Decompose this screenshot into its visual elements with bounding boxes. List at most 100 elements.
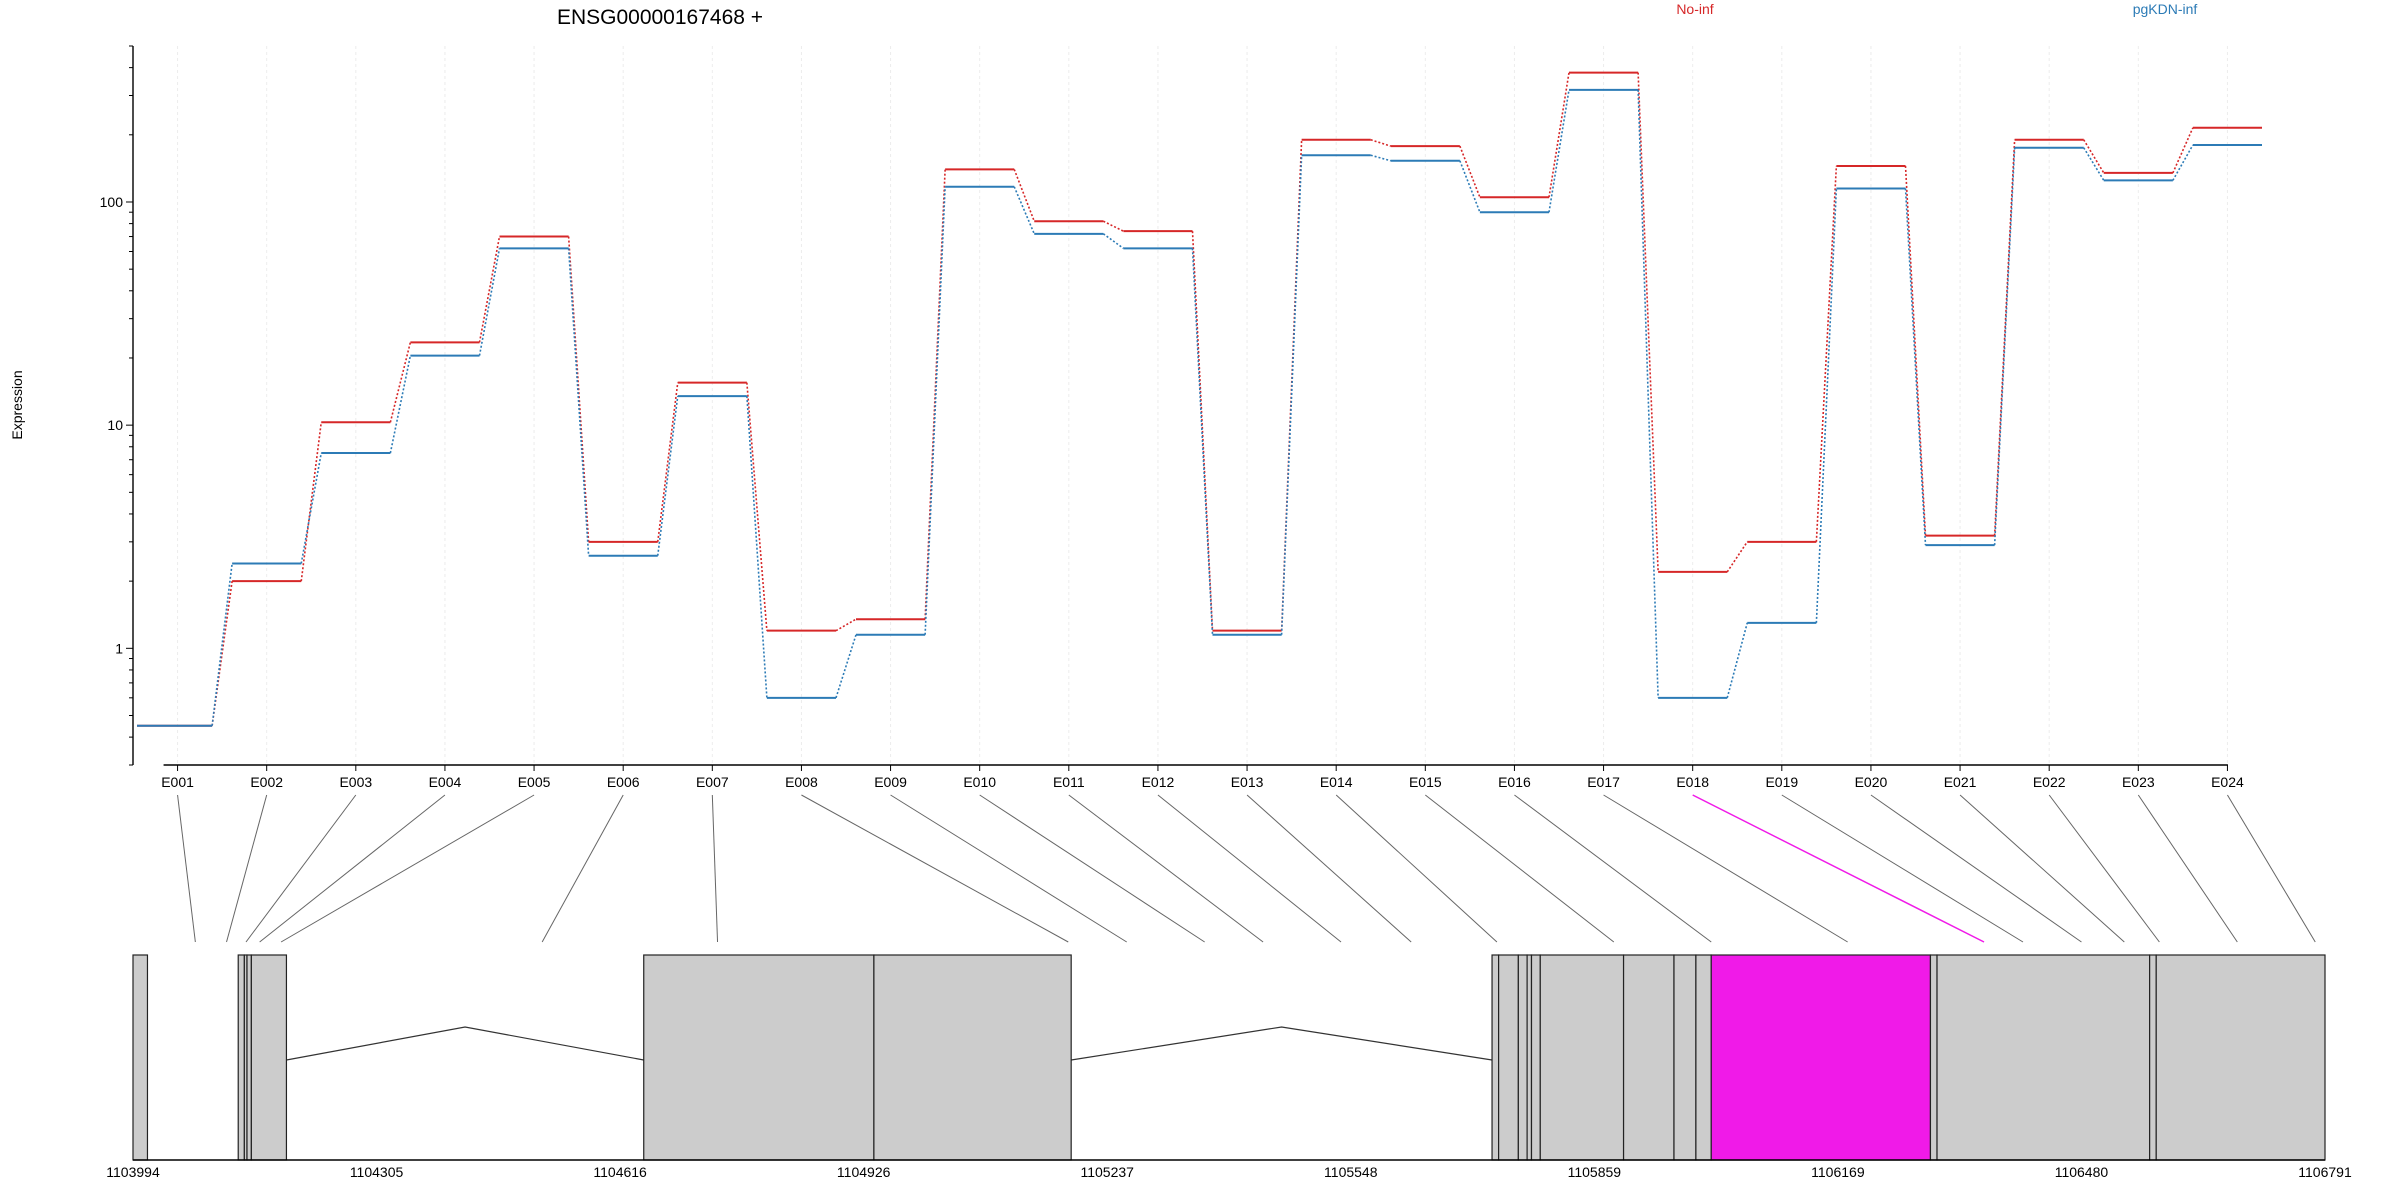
x-tick-label: E020	[1855, 774, 1888, 790]
genomic-tick-label: 1104926	[837, 1164, 891, 1180]
data-transition	[1726, 622, 1749, 699]
x-tick-label: E010	[963, 774, 996, 790]
x-tick-label: E001	[161, 774, 194, 790]
data-transition	[2172, 144, 2194, 181]
y-tick-label: 1	[115, 640, 123, 656]
data-transition	[478, 248, 501, 356]
connector-line	[2048, 794, 2160, 943]
gridlines	[177, 46, 2228, 765]
exon-block	[132, 954, 149, 1161]
genomic-tick-label: 1104616	[593, 1164, 647, 1180]
exon-block	[1526, 954, 1533, 1161]
connector-line	[1157, 794, 1342, 943]
exon-block	[1517, 954, 1528, 1161]
x-tick-label: E007	[696, 774, 729, 790]
data-transition	[211, 563, 233, 726]
x-tick-label: E016	[1498, 774, 1531, 790]
exon-block	[1530, 954, 1541, 1161]
x-tick-label: E019	[1765, 774, 1798, 790]
exon-block	[643, 954, 875, 1161]
genomic-tick-label: 1103994	[106, 1164, 160, 1180]
data-transition	[1103, 220, 1124, 232]
data-transition	[478, 236, 501, 343]
x-tick-label: E003	[339, 774, 372, 790]
data-transition	[1548, 89, 1570, 213]
exon-block	[1622, 954, 1675, 1161]
connector-line	[541, 794, 624, 943]
data-transition	[389, 342, 412, 423]
exon-block	[873, 954, 1072, 1161]
x-tick-label: E015	[1409, 774, 1442, 790]
data-transition	[1993, 147, 2016, 546]
x-tick-label: E023	[2122, 774, 2155, 790]
connector-line	[226, 794, 268, 943]
data-transition	[746, 382, 768, 631]
data-transition	[1191, 231, 1214, 631]
x-tick-label: E002	[250, 774, 283, 790]
data-transition	[2083, 147, 2105, 181]
connector-line	[1870, 794, 2082, 943]
data-transition	[1815, 188, 1838, 623]
connector-line	[1692, 794, 1985, 943]
y-tick-label: 10	[107, 417, 123, 433]
exon-connector-lines	[177, 794, 2316, 943]
exon-block	[1695, 954, 1712, 1161]
legend-no-inf: No-inf	[1676, 1, 1713, 17]
exon-block	[2155, 954, 2326, 1161]
x-tick-label: E008	[785, 774, 818, 790]
connector-line	[1959, 794, 2125, 943]
exon-block	[2149, 954, 2157, 1161]
genomic-tick-label: 1106480	[2055, 1164, 2109, 1180]
data-transition	[835, 618, 857, 632]
data-transition	[1637, 72, 1659, 572]
x-tick-label: E004	[429, 774, 462, 790]
genomic-tick-label: 1104305	[350, 1164, 404, 1180]
connector-line	[801, 794, 1069, 943]
intron-line	[1071, 1026, 1493, 1061]
x-tick-label: E017	[1587, 774, 1620, 790]
data-transition	[1191, 248, 1214, 635]
x-tick-label: E021	[1944, 774, 1977, 790]
gene-model: 1103994 1104305 1104616 1104926 1105237 11055…	[106, 954, 2352, 1180]
data-transition	[1904, 165, 1927, 536]
data-transition	[2172, 127, 2194, 174]
connector-line	[2227, 794, 2316, 943]
connector-line	[1781, 794, 2024, 943]
data-transition	[835, 634, 857, 699]
x-tick-label: E006	[607, 774, 640, 790]
connector-line	[1425, 794, 1615, 943]
x-tick-label: E024	[2211, 774, 2244, 790]
x-tick-label: E018	[1676, 774, 1709, 790]
exon-block	[1710, 954, 1932, 1161]
x-tick-label: E012	[1142, 774, 1175, 790]
legend-pgkdn-inf: pgKDN-inf	[2133, 1, 2198, 17]
connector-line	[245, 794, 357, 943]
x-tick-label: E005	[518, 774, 551, 790]
series-pgkdn-inf	[137, 88, 2262, 727]
data-transition	[1815, 165, 1838, 542]
genomic-tick-label: 1106791	[2298, 1164, 2352, 1180]
exon-block	[1936, 954, 2151, 1161]
data-transition	[656, 395, 679, 556]
y-tick-label: 100	[100, 194, 124, 210]
series-lines	[137, 71, 2262, 727]
connector-line	[177, 794, 196, 943]
connector-line	[1246, 794, 1412, 943]
exon-block	[246, 954, 252, 1161]
genomic-tick-label: 1106169	[1811, 1164, 1865, 1180]
connector-line	[280, 794, 535, 943]
data-transition	[1280, 155, 1303, 635]
genomic-tick-label: 1105859	[1568, 1164, 1622, 1180]
data-transition	[2083, 139, 2105, 174]
exon-block	[1491, 954, 1500, 1161]
data-transition	[1459, 160, 1481, 213]
y-axis-label: Expression	[9, 370, 25, 439]
data-transition	[1370, 139, 1391, 147]
exon-block	[1539, 954, 1625, 1161]
exon-block	[237, 954, 245, 1161]
data-transition	[656, 382, 679, 542]
chart-title: ENSG00000167468 +	[557, 6, 763, 29]
data-transition	[1726, 541, 1748, 573]
data-transition	[1548, 72, 1570, 198]
data-transition	[1637, 89, 1659, 698]
